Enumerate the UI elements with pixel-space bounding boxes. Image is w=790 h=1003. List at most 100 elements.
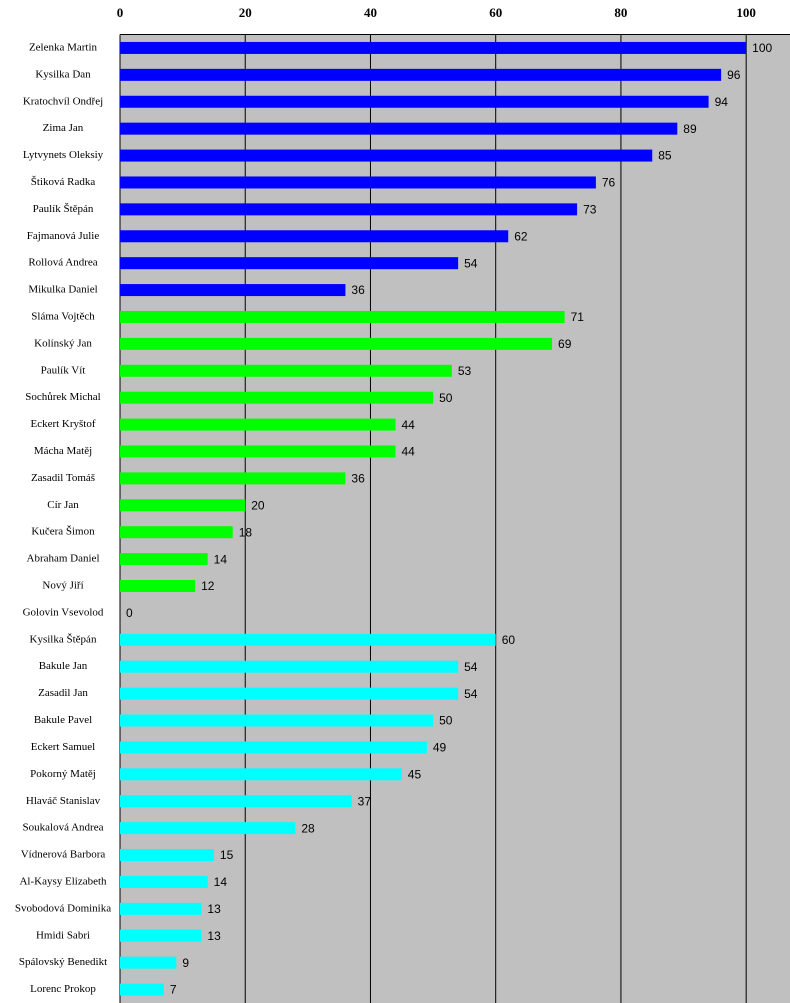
y-tick-label: Kysilka Dan — [35, 68, 91, 80]
value-label: 15 — [220, 848, 234, 862]
x-tick-label: 100 — [736, 5, 756, 20]
y-tick-label: Fajmanová Julie — [27, 230, 100, 242]
y-tick-label: Abraham Daniel — [27, 553, 100, 565]
y-tick-label: Eckert Kryštof — [30, 418, 95, 430]
value-label: 14 — [214, 552, 228, 566]
bar — [120, 337, 553, 350]
value-label: 44 — [402, 445, 416, 459]
bar — [120, 41, 747, 54]
y-tick-label: Golovin Vsevolod — [23, 606, 104, 618]
value-label: 76 — [602, 176, 616, 190]
bar — [120, 68, 722, 81]
value-label: 37 — [358, 794, 372, 808]
y-tick-label: Soukalová Andrea — [23, 822, 104, 834]
value-label: 14 — [214, 875, 228, 889]
value-label: 53 — [458, 364, 472, 378]
value-label: 36 — [351, 283, 365, 297]
y-tick-label: Svobodová Dominika — [15, 902, 111, 914]
value-label: 96 — [727, 68, 741, 82]
bar — [120, 929, 202, 942]
value-label: 60 — [502, 633, 516, 647]
bar — [120, 687, 459, 700]
plot-area — [120, 34, 790, 1003]
bar — [120, 633, 496, 646]
bar — [120, 580, 196, 593]
bar — [120, 660, 459, 673]
value-label: 44 — [402, 418, 416, 432]
value-label: 9 — [182, 956, 189, 970]
bar — [120, 122, 678, 135]
value-label: 20 — [251, 498, 265, 512]
bar — [120, 875, 208, 888]
x-tick-label: 40 — [364, 5, 377, 20]
value-label: 71 — [571, 310, 585, 324]
bar — [120, 795, 352, 808]
value-label: 62 — [514, 229, 528, 243]
x-tick-label: 0 — [117, 5, 124, 20]
y-tick-label: Sochůrek Michal — [25, 391, 100, 403]
x-tick-label: 60 — [489, 5, 502, 20]
bar — [120, 983, 164, 996]
bar — [120, 741, 427, 754]
y-tick-label: Al-Kaysy Elizabeth — [19, 875, 107, 887]
y-tick-label: Lorenc Prokop — [30, 983, 96, 995]
bar — [120, 768, 402, 781]
y-tick-label: Vídnerová Barbora — [21, 849, 106, 861]
y-tick-label: Lytvynets Oleksiy — [23, 149, 104, 161]
y-tick-label: Kratochvíl Ondřej — [23, 95, 103, 107]
bar — [120, 902, 202, 915]
value-label: 50 — [439, 714, 453, 728]
y-tick-label: Eckert Samuel — [31, 741, 95, 753]
y-tick-label: Rollová Andrea — [28, 257, 97, 269]
value-label: 73 — [583, 203, 597, 217]
value-label: 18 — [239, 525, 253, 539]
y-tick-label: Kučera Šimon — [31, 526, 95, 538]
bar — [120, 149, 653, 162]
x-tick-label: 20 — [239, 5, 252, 20]
bar — [120, 284, 346, 297]
bar — [120, 418, 396, 431]
value-label: 13 — [207, 902, 221, 916]
y-tick-label: Kolínský Jan — [34, 337, 92, 349]
value-label: 89 — [683, 122, 697, 136]
value-label: 49 — [433, 741, 447, 755]
y-tick-label: Zasadil Tomáš — [31, 472, 95, 484]
y-tick-label: Štiková Radka — [31, 176, 96, 188]
bar — [120, 391, 434, 404]
value-label: 69 — [558, 337, 572, 351]
value-label: 85 — [658, 149, 672, 163]
value-label: 28 — [301, 821, 315, 835]
y-tick-label: Hmidi Sabri — [36, 929, 90, 941]
y-tick-label: Paulík Štěpán — [33, 203, 94, 215]
y-tick-label: Zasadil Jan — [38, 687, 88, 699]
value-label: 45 — [408, 767, 422, 781]
value-label: 54 — [464, 687, 478, 701]
bar — [120, 499, 246, 512]
y-tick-label: Zima Jan — [43, 122, 84, 134]
value-label: 100 — [752, 41, 772, 55]
bar — [120, 445, 396, 458]
value-label: 36 — [351, 472, 365, 486]
y-tick-label: Spálovský Benedikt — [19, 956, 107, 968]
bar — [120, 849, 214, 862]
y-tick-label: Zelenka Martin — [29, 41, 98, 53]
bar — [120, 956, 177, 969]
y-tick-label: Mikulka Daniel — [28, 284, 97, 296]
value-label: 0 — [126, 606, 133, 620]
bar — [120, 257, 459, 270]
bar — [120, 364, 452, 377]
y-tick-label: Bakule Pavel — [34, 714, 92, 726]
value-label: 12 — [201, 579, 215, 593]
y-tick-label: Nový Jiří — [42, 580, 83, 592]
value-label: 13 — [207, 929, 221, 943]
bar — [120, 553, 208, 566]
value-label: 54 — [464, 256, 478, 270]
y-tick-label: Pokorný Matěj — [30, 768, 96, 780]
bar — [120, 310, 565, 323]
value-label: 7 — [170, 983, 177, 997]
y-tick-label: Paulík Vít — [41, 364, 86, 376]
bar — [120, 203, 578, 216]
bar — [120, 526, 233, 539]
